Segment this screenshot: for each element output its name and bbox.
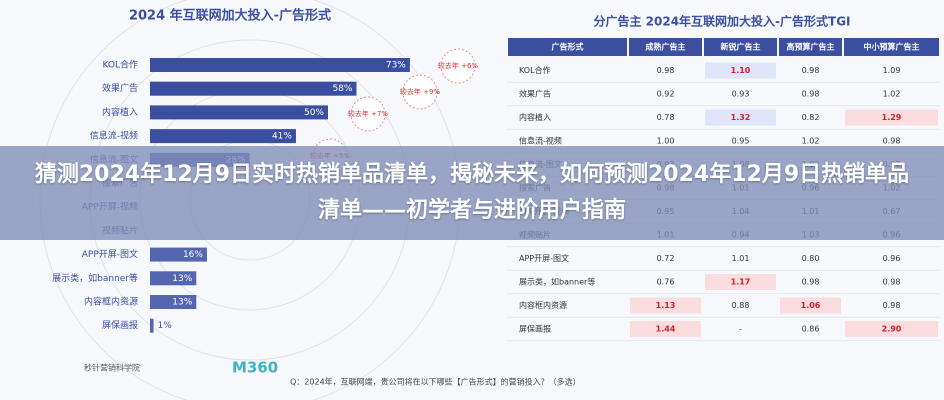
table-cell: KOL合作 <box>519 65 551 75</box>
table-cell: 1.01 <box>732 254 750 263</box>
table-cell: 0.98 <box>802 66 820 75</box>
header-cell <box>844 38 939 56</box>
value-label: 58% <box>332 84 352 94</box>
table-cell: 0.98 <box>883 278 901 287</box>
table-cell: 2.90 <box>882 325 902 334</box>
table-cell: 0.98 <box>883 301 901 310</box>
column-header: 新锐广告主 <box>721 42 761 52</box>
title-overlay: 猜测2024年12月9日实时热销单品清单，揭秘未来，如何预测2024年12月9日… <box>0 146 944 240</box>
table-cell: 信息流-视频 <box>519 136 562 146</box>
bar <box>150 271 197 286</box>
highlight-cell <box>780 297 841 314</box>
annotation: 较去年 +9% <box>400 87 441 96</box>
table-cell: 0.98 <box>657 66 675 75</box>
header-cell <box>508 38 627 56</box>
table-cell: 1.17 <box>731 278 751 287</box>
value-label: 13% <box>172 298 192 308</box>
value-label: 16% <box>183 250 203 260</box>
table-cell: 0.98 <box>802 90 820 99</box>
table-cell: 1.06 <box>801 301 821 310</box>
header-cell <box>704 38 777 56</box>
table-cell: 内容植入 <box>519 112 551 122</box>
highlight-cell <box>845 321 938 337</box>
annotation-bubble <box>402 74 438 110</box>
value-label: 73% <box>386 61 406 71</box>
highlight-cell <box>705 274 776 290</box>
value-label: 1% <box>158 321 173 331</box>
table-cell: 1.09 <box>883 66 901 75</box>
table-title: 分广告主 2024年互联网加大投入-广告形式TGI <box>593 14 850 29</box>
column-header: 高预算广告主 <box>787 42 835 52</box>
category-label: 效果广告 <box>102 82 138 94</box>
category-label: 展示类，如banner等 <box>52 272 138 284</box>
table-cell: 效果广告 <box>519 89 551 99</box>
category-label: 内容框内资源 <box>84 296 138 308</box>
table-cell: 1.32 <box>731 113 751 122</box>
bar <box>150 58 410 72</box>
bar <box>150 318 154 333</box>
column-header: 成熟广告主 <box>646 42 686 52</box>
table-cell: 0.78 <box>657 113 675 122</box>
annotation: 较去年 +7% <box>348 109 389 118</box>
value-label: 13% <box>172 274 192 284</box>
header-cell <box>629 38 702 56</box>
table-cell: 1.13 <box>656 301 676 310</box>
table-cell: 0.82 <box>802 113 820 122</box>
annotation-bubble <box>440 48 476 84</box>
bar <box>150 105 328 120</box>
column-header: 中小预算广告主 <box>864 42 920 52</box>
column-header: 广告形式 <box>552 42 584 52</box>
table-cell: 内容框内资源 <box>519 300 567 310</box>
table-cell: 0.80 <box>802 254 820 263</box>
logo: M360 <box>232 359 278 377</box>
bar <box>150 81 357 96</box>
category-label: 屏保画报 <box>102 319 138 331</box>
bar <box>150 247 207 262</box>
table-cell: 1.00 <box>657 137 675 146</box>
table-cell: 0.98 <box>802 278 820 287</box>
table-cell: 0.88 <box>732 301 750 310</box>
category-label: 信息流-视频 <box>90 130 138 142</box>
question: Q：2024年，互联网端，贵公司将在以下哪些【广告形式】的营销投入？（多选） <box>290 377 581 387</box>
annotation-bubble <box>350 96 386 132</box>
category-label: KOL合作 <box>102 59 138 71</box>
table-cell: 展示类，如banner等 <box>519 277 595 287</box>
table-cell: 0.76 <box>657 278 675 287</box>
highlight-cell <box>630 321 701 337</box>
highlight-cell <box>630 297 701 314</box>
table-cell: 0.72 <box>657 254 675 263</box>
table-cell: 0.92 <box>657 90 675 99</box>
value-label: 41% <box>272 132 292 142</box>
table-cell: - <box>739 325 742 334</box>
table-cell: 1.02 <box>883 90 901 99</box>
highlight-cell <box>705 109 776 126</box>
category-label: APP开屏-图文 <box>82 248 138 260</box>
bar <box>150 295 197 309</box>
bar <box>150 129 296 144</box>
logo: 秒针营销科学院 <box>84 363 140 373</box>
table-cell: 0.93 <box>732 90 750 99</box>
table-cell: 1.44 <box>656 325 676 334</box>
table-cell: 1.02 <box>802 137 820 146</box>
category-label: 内容植入 <box>102 106 138 118</box>
annotation: 较去年 +6% <box>438 61 479 70</box>
value-label: 50% <box>304 108 324 118</box>
highlight-cell <box>705 62 776 79</box>
table-cell: 1.10 <box>731 66 751 75</box>
left-title: 2024 年互联网加大投入-广告形式 <box>129 8 331 24</box>
table-cell: 0.95 <box>732 137 750 146</box>
header-cell <box>779 38 842 56</box>
table-cell: 0.98 <box>883 137 901 146</box>
table-cell: 1.29 <box>882 113 902 122</box>
overlay-title: 猜测2024年12月9日实时热销单品清单，揭秘未来，如何预测2024年12月9日… <box>34 162 910 223</box>
table-cell: 屏保画报 <box>519 324 551 334</box>
table-cell: 0.86 <box>802 325 820 334</box>
table-cell: 0.96 <box>883 254 901 263</box>
table-cell: APP开屏-图文 <box>519 253 569 263</box>
highlight-cell <box>845 109 938 126</box>
